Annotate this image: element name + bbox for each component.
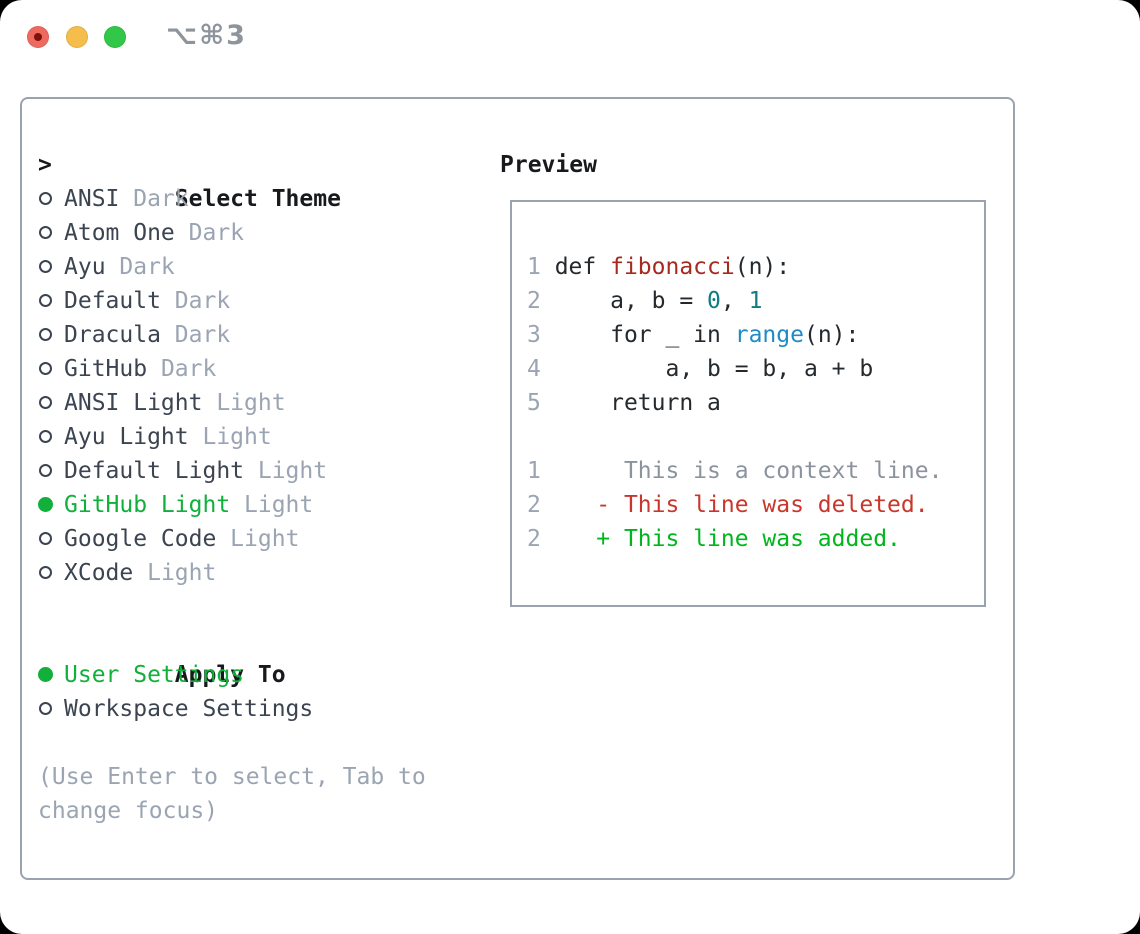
radio-icon [39, 260, 52, 273]
theme-option-ansi-light[interactable]: ANSI Light Light [38, 386, 426, 420]
option-label: GitHub [64, 356, 148, 382]
code-line [527, 420, 942, 454]
hint-line-2: change focus) [38, 798, 219, 824]
option-label: XCode [64, 560, 134, 586]
option-variant-label: Light [133, 560, 217, 586]
option-variant-label: Dark [174, 220, 245, 246]
radio-icon [39, 430, 52, 443]
code-line: 5 return a [527, 390, 721, 416]
option-variant-label: Light [230, 492, 314, 518]
theme-list-header: > Select Theme [38, 148, 426, 212]
code-line: 2 - This line was deleted. [527, 492, 929, 518]
theme-option-ayu[interactable]: Ayu Dark [38, 250, 426, 284]
theme-option-ayu-light[interactable]: Ayu Light Light [38, 420, 426, 454]
radio-icon [39, 566, 52, 579]
apply-option-workspace-settings[interactable]: Workspace Settings [38, 692, 426, 726]
option-label: Workspace Settings [64, 696, 314, 722]
code-line: 2 a, b = 0, 1 [527, 288, 763, 314]
title-bar: ⌥⌘3 [0, 0, 1140, 75]
preview-box: 1 def fibonacci(n): 2 a, b = 0, 1 3 for _ … [510, 200, 986, 607]
theme-list-title: Select Theme [174, 186, 341, 212]
theme-option-ansi[interactable]: ANSI Dark [38, 182, 426, 216]
option-variant-label: Dark [105, 254, 175, 280]
window-title-shortcut: ⌥⌘3 [166, 20, 247, 51]
option-label: Dracula [64, 322, 161, 348]
theme-option-default-light[interactable]: Default Light Light [38, 454, 426, 488]
option-variant-label: Light [216, 526, 300, 552]
gap [38, 590, 426, 624]
theme-option-atom-one[interactable]: Atom One Dark [38, 216, 426, 250]
radio-selected-icon [38, 497, 53, 512]
minimize-button-icon[interactable] [66, 26, 88, 48]
code-line: 2 + This line was added. [527, 526, 901, 552]
radio-icon [39, 702, 52, 715]
option-label: User Settings [64, 662, 245, 688]
theme-option-github[interactable]: GitHub Dark [38, 352, 426, 386]
code-line: 4 a, b = b, a + b [527, 356, 874, 382]
option-variant-label: Light [188, 424, 272, 450]
radio-icon [39, 192, 52, 205]
code-line: 1 def fibonacci(n): [527, 254, 791, 280]
option-label: GitHub Light [64, 492, 231, 518]
radio-icon [39, 226, 52, 239]
option-label: Default Light [64, 458, 245, 484]
radio-icon [39, 532, 52, 545]
option-variant-label: Light [244, 458, 328, 484]
theme-list: > Select Theme ANSI Dark Atom One Dark Ayu … [38, 148, 426, 828]
close-button-icon[interactable] [27, 26, 49, 48]
option-variant-label: Dark [160, 322, 231, 348]
apply-option-user-settings[interactable]: User Settings [38, 658, 426, 692]
option-label: Default [64, 288, 161, 314]
theme-option-google-code[interactable]: Google Code Light [38, 522, 426, 556]
option-variant-label: Dark [147, 356, 217, 382]
radio-icon [39, 396, 52, 409]
preview-title: Preview [500, 152, 597, 178]
theme-option-github-light[interactable]: GitHub Light Light [38, 488, 426, 522]
code-line: 1 This is a context line. [527, 458, 943, 484]
theme-option-dracula[interactable]: Dracula Dark [38, 318, 426, 352]
apply-to-header: Apply To [38, 624, 426, 688]
gap [38, 726, 426, 760]
code-preview: 1 def fibonacci(n): 2 a, b = 0, 1 3 for _ … [527, 250, 942, 556]
radio-icon [39, 464, 52, 477]
radio-icon [39, 294, 52, 307]
option-variant-label: Light [202, 390, 286, 416]
cursor-icon: > [38, 152, 52, 178]
hint-line-1: (Use Enter to select, Tab to [38, 764, 426, 790]
radio-icon [39, 328, 52, 341]
option-label: ANSI Light [64, 390, 203, 416]
option-label: Ayu Light [64, 424, 189, 450]
option-variant-label: Dark [119, 186, 189, 212]
option-label: Google Code [64, 526, 217, 552]
option-label: ANSI [64, 186, 120, 212]
zoom-button-icon[interactable] [104, 26, 126, 48]
radio-icon [39, 362, 52, 375]
radio-selected-icon [38, 667, 53, 682]
option-label: Ayu [64, 254, 106, 280]
theme-option-default[interactable]: Default Dark [38, 284, 426, 318]
option-label: Atom One [64, 220, 175, 246]
code-line: 3 for _ in range(n): [527, 322, 860, 348]
option-variant-label: Dark [160, 288, 231, 314]
theme-option-xcode[interactable]: XCode Light [38, 556, 426, 590]
apply-to-title: Apply To [174, 662, 286, 688]
